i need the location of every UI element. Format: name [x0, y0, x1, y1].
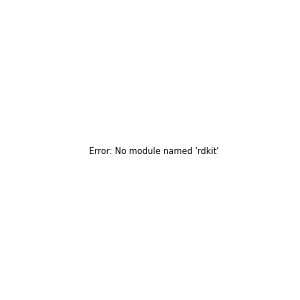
Text: Error: No module named 'rdkit': Error: No module named 'rdkit': [89, 147, 219, 156]
